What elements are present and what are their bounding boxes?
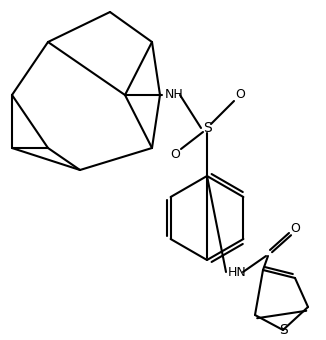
Text: HN: HN xyxy=(228,266,247,278)
Text: NH: NH xyxy=(165,88,184,102)
Text: O: O xyxy=(170,149,180,162)
Text: S: S xyxy=(203,121,211,135)
Text: O: O xyxy=(290,221,300,235)
Text: O: O xyxy=(235,88,245,102)
Text: S: S xyxy=(279,323,288,337)
